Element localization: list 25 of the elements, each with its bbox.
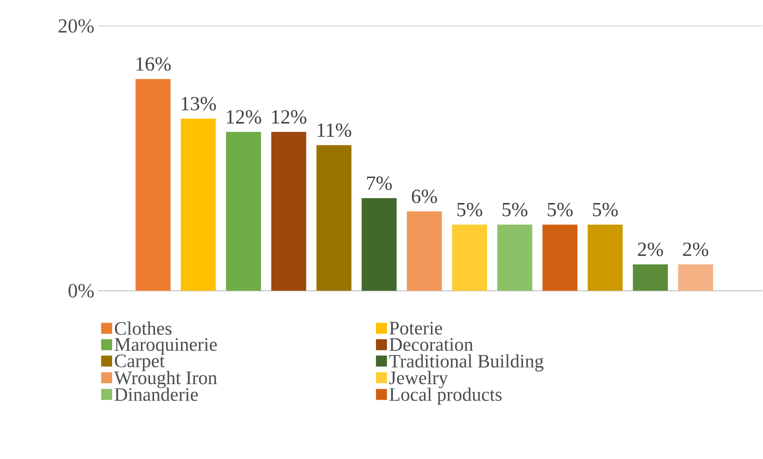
legend-label: Decoration bbox=[389, 338, 474, 352]
legend-label: Poterie bbox=[389, 322, 442, 335]
data-label: 6% bbox=[412, 190, 437, 204]
data-label: 5% bbox=[457, 203, 482, 217]
data-label: 2% bbox=[683, 242, 708, 256]
data-label: 12% bbox=[226, 110, 262, 124]
y-tick-label: 20% bbox=[58, 19, 94, 33]
data-label: 11% bbox=[318, 124, 352, 138]
legend-label: Local products bbox=[389, 388, 502, 405]
data-label: 12% bbox=[272, 110, 306, 124]
data-label: 13% bbox=[182, 97, 216, 111]
data-label: 5% bbox=[502, 203, 528, 217]
data-label: 16% bbox=[136, 57, 171, 71]
legend-label: Maroquinerie bbox=[114, 338, 217, 355]
data-label: 5% bbox=[593, 203, 618, 217]
data-label: 5% bbox=[548, 203, 573, 217]
y-tick-label: 0% bbox=[68, 284, 94, 298]
legend-label: Jewelry bbox=[389, 371, 448, 388]
data-label: 2% bbox=[638, 242, 664, 256]
data-label: 7% bbox=[367, 176, 392, 190]
legend-label: Dinanderie bbox=[114, 388, 198, 402]
legend-label: Wrought Iron bbox=[114, 371, 217, 388]
legend-label: Clothes bbox=[114, 322, 172, 336]
legend-label: Carpet bbox=[114, 354, 165, 372]
legend-label: Traditional Building bbox=[389, 354, 544, 372]
